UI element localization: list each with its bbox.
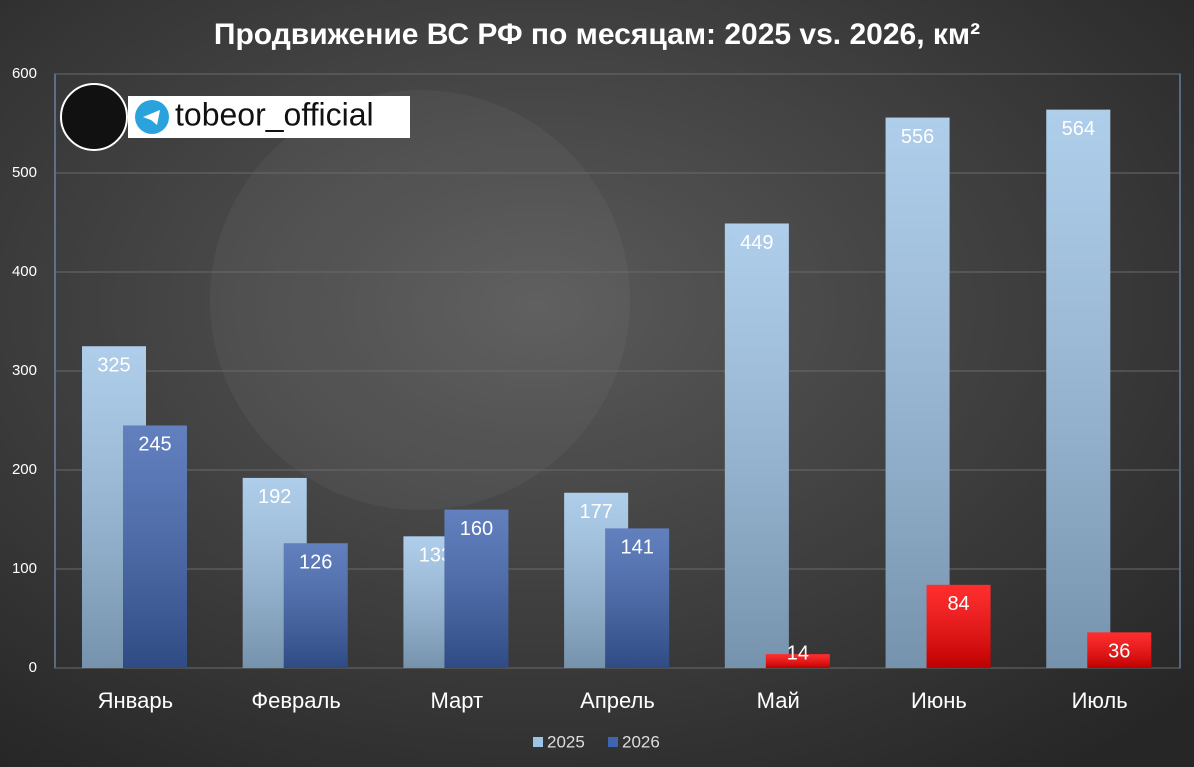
value-label: 141 [620, 537, 653, 559]
bar-shade [885, 117, 950, 668]
value-label: 14 [787, 642, 809, 664]
value-label: 133 [419, 545, 452, 567]
legend-swatch [533, 737, 543, 747]
watermark-text: tobeor_official [175, 96, 374, 132]
x-tick-label: Январь [98, 688, 173, 713]
value-label: 36 [1108, 641, 1130, 663]
watermark: tobeor_official [60, 83, 410, 151]
y-tick-label: 500 [12, 164, 37, 181]
legend-label: 2026 [622, 732, 660, 751]
logo [60, 83, 128, 151]
x-tick-label: Февраль [251, 688, 340, 713]
bar-shade [123, 425, 187, 668]
legend-label: 2025 [547, 732, 585, 751]
x-tick-label: Март [430, 688, 483, 713]
bar-shade [724, 223, 789, 669]
watermark-box [128, 96, 410, 138]
value-label: 177 [579, 501, 612, 523]
value-label: 564 [1062, 118, 1095, 140]
value-label: 126 [299, 552, 332, 574]
x-tick-label: Июль [1072, 688, 1128, 713]
y-tick-label: 600 [12, 65, 37, 82]
y-tick-label: 100 [12, 560, 37, 577]
bar-shade [283, 543, 348, 668]
value-label: 160 [460, 518, 493, 540]
telegram-plane [143, 110, 160, 125]
value-label: 556 [901, 126, 934, 148]
x-tick-label: Июнь [911, 688, 967, 713]
value-label: 449 [740, 232, 773, 254]
x-tick-label: Май [757, 688, 800, 713]
y-tick-label: 200 [12, 461, 37, 478]
x-tick-label: Апрель [580, 688, 655, 713]
y-tick-label: 0 [29, 659, 37, 676]
value-label: 192 [258, 486, 291, 508]
bar-shade [1046, 109, 1111, 668]
value-label: 84 [947, 593, 969, 615]
chart-title: Продвижение ВС РФ по месяцам: 2025 vs. 2… [214, 18, 980, 51]
bar-shade [926, 584, 991, 668]
bar-shade [444, 509, 509, 668]
bar-shade [605, 528, 670, 668]
bar-shade [765, 654, 830, 668]
watermark-shape [210, 90, 630, 510]
value-label: 245 [138, 434, 171, 456]
bar-shade [1087, 632, 1152, 668]
legend-swatch [608, 737, 618, 747]
value-label: 325 [97, 355, 130, 377]
y-tick-label: 300 [12, 362, 37, 379]
y-tick-label: 400 [12, 263, 37, 280]
